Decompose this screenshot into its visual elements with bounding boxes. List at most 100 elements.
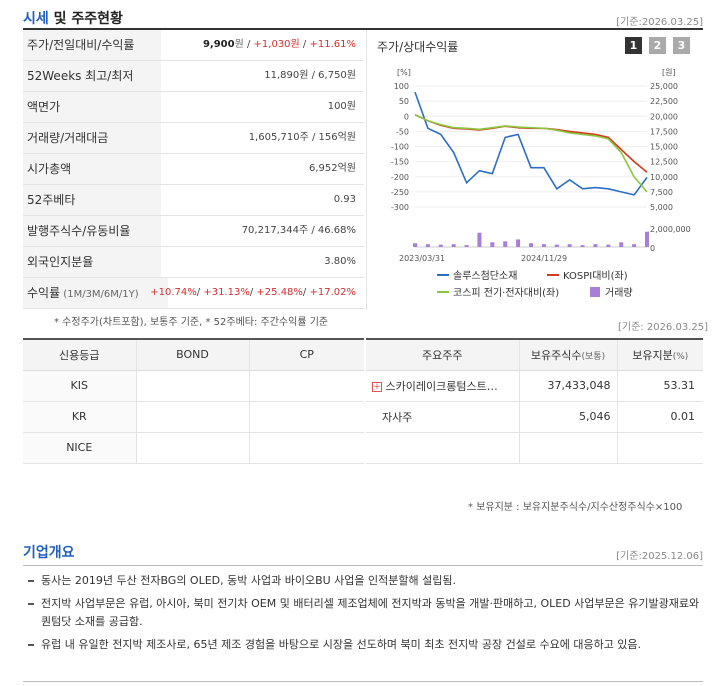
volume-bar (541, 244, 546, 247)
market-section-header: 시세 및 주주현황 [기준:2026.03.25] (23, 4, 703, 30)
relative-return-chart: [%] [원] 100 50 0 -50 -100 -150 -200 -250 -300 25… (391, 68, 691, 299)
shareholder-name: 스카이레이크롱텀스트… (385, 379, 498, 393)
sh-header-name: 주요주주 (366, 339, 519, 371)
volume-bar (516, 239, 521, 247)
volume-bar (567, 244, 572, 247)
left-tick-label: -100 (391, 143, 409, 152)
volume-bar (593, 244, 598, 247)
legend-swatch-volume (590, 287, 600, 297)
table-row (366, 432, 703, 464)
volume-bar (438, 244, 443, 247)
left-tick-label: 50 (399, 97, 409, 106)
legend-swatch-stock (437, 274, 449, 276)
list-item: 동사는 2019년 두산 전자BG의 OLED, 동박 사업과 바이오BU 사업… (23, 572, 703, 590)
volume-bar (619, 242, 624, 247)
base-date: [기준:2026.03.25] (616, 17, 703, 28)
table-row: NICE (23, 432, 364, 464)
quote-row-foreign: 외국인지분율 3.80% (23, 247, 364, 278)
company-section-header: 기업개요 [기준:2025.12.06] (23, 538, 703, 564)
company-overview-list: 동사는 2019년 두산 전자BG의 OLED, 동박 사업과 바이오BU 사업… (23, 565, 703, 659)
right-tick-label: 7,500 (650, 188, 673, 197)
bottom-divider (23, 681, 703, 682)
series-line-0 (414, 91, 648, 196)
volume-bar (477, 232, 482, 247)
volume-bar (529, 243, 533, 247)
company-date: [기준:2025.12.06] (616, 551, 703, 562)
right-tick-label: 10,000 (650, 173, 678, 182)
left-axis-unit: [%] (397, 68, 411, 77)
right-tick-label: 25,000 (650, 82, 678, 91)
right-tick-label: 20,000 (650, 112, 678, 121)
section-title: 시세 및 주주현황 (23, 11, 123, 27)
left-tick-label: -200 (391, 173, 409, 182)
list-item: 전지박 사업부문은 유럽, 아시아, 북미 전기차 OEM 및 배터리셀 제조업… (23, 595, 703, 631)
quote-row-52weeks: 52Weeks 최고/최저 11,890원 / 6,750원 (23, 61, 364, 92)
chart-legend: 솔루스첨단소재 KOSPI대비(좌) 코스피 전기·전자대비(좌) 거래량 (437, 270, 633, 299)
sh-header-shares: 보유주식수(보통) (518, 339, 617, 371)
left-axis-ticks: 100 50 0 -50 -100 -150 -200 -250 -300 (391, 82, 409, 212)
volume-tick-bottom: 0 (650, 244, 655, 253)
shareholder-date: [기준: 2026.03.25] (618, 322, 709, 333)
legend-swatch-kospi (547, 274, 559, 276)
chart-panel: 주가/상대수익률 1 2 3 [%] [원] 100 50 0 -50 -100 -150… (366, 30, 703, 310)
shareholder-footnote: * 보유지분 : 보유지분주식수/지수산정주식수×100 (468, 502, 683, 513)
quote-row-shares: 발행주식수/유동비율 70,217,344주 / 46.68% (23, 216, 364, 247)
volume-bar (645, 231, 649, 247)
quote-table: 주가/전일대비/수익률 9,900원 / +1,030원 / +11.61% 5… (23, 30, 364, 309)
right-axis-ticks: 25,000 22,500 20,000 17,500 15,000 12,500 10,0… (650, 82, 678, 212)
volume-bar (503, 241, 508, 247)
quote-row-returns: 수익률 (1M/3M/6M/1Y) +10.74%/ +31.13%/ +25.… (23, 278, 364, 309)
list-item: 유럽 내 유일한 전지박 제조사로, 65년 제조 경험을 바탕으로 시장을 선… (23, 636, 703, 654)
volume-bar (425, 244, 430, 247)
chart-tab-3[interactable]: 3 (673, 37, 690, 54)
left-tick-label: -150 (391, 158, 409, 167)
x-label-mid: 2024/11/29 (521, 254, 567, 263)
volume-bar (580, 245, 585, 247)
left-tick-label: -300 (391, 203, 409, 212)
right-tick-label: 17,500 (650, 127, 678, 136)
left-tick-label: -250 (391, 188, 409, 197)
sh-header-pct: 보유지분(%) (616, 339, 703, 371)
series-line-2 (414, 113, 648, 193)
legend-stock: 솔루스첨단소재 (453, 270, 517, 282)
credit-rating-table: 신용등급 BOND CP KIS KR NICE (23, 338, 364, 464)
right-tick-label: 5,000 (650, 203, 673, 212)
left-tick-label: -50 (396, 127, 409, 136)
chart-title: 주가/상대수익률 (377, 40, 459, 54)
volume-bar (490, 242, 495, 247)
table-row: KIS (23, 370, 364, 402)
quote-row-market-cap: 시가총액 6,952억원 (23, 154, 364, 185)
shareholder-name: 자사주 (366, 401, 519, 433)
legend-kospi: KOSPI대비(좌) (563, 270, 628, 282)
expand-icon[interactable]: + (372, 381, 382, 392)
volume-bar (632, 244, 637, 247)
volume-tick-top: 2,000,000 (650, 225, 691, 234)
chart-lines (414, 91, 648, 196)
right-tick-label: 22,500 (650, 97, 678, 106)
legend-sector: 코스피 전기·전자대비(좌) (453, 287, 559, 299)
quote-row-price: 주가/전일대비/수익률 9,900원 / +1,030원 / +11.61% (23, 30, 364, 61)
right-tick-label: 12,500 (650, 158, 678, 167)
chart-tab-1[interactable]: 1 (625, 37, 642, 54)
market-footnote: * 수정주가(차트포함), 보통주 기준, * 52주베타: 주간수익률 기준 (54, 317, 329, 328)
left-tick-label: 0 (404, 112, 409, 121)
credit-header-rating: 신용등급 (23, 339, 136, 371)
chart-tab-2[interactable]: 2 (649, 37, 666, 54)
x-label-start: 2023/03/31 (399, 254, 445, 263)
legend-volume: 거래량 (605, 287, 633, 299)
right-tick-label: 15,000 (650, 143, 678, 152)
credit-header-cp: CP (248, 339, 364, 371)
quote-row-beta: 52주베타 0.93 (23, 185, 364, 216)
table-row: KR (23, 401, 364, 433)
volume-bars (413, 231, 649, 247)
volume-bar (451, 244, 456, 247)
left-tick-label: 100 (394, 82, 409, 91)
volume-bar (413, 243, 417, 247)
quote-row-volume: 거래량/거래대금 1,605,710주 / 156억원 (23, 123, 364, 154)
legend-swatch-sector (437, 291, 449, 293)
quote-row-par-value: 액면가 100원 (23, 92, 364, 123)
credit-header-bond: BOND (135, 339, 249, 371)
volume-bar (606, 244, 611, 247)
table-row: 자사주 5,046 0.01 (366, 401, 703, 433)
right-axis-unit: [원] (662, 68, 676, 77)
